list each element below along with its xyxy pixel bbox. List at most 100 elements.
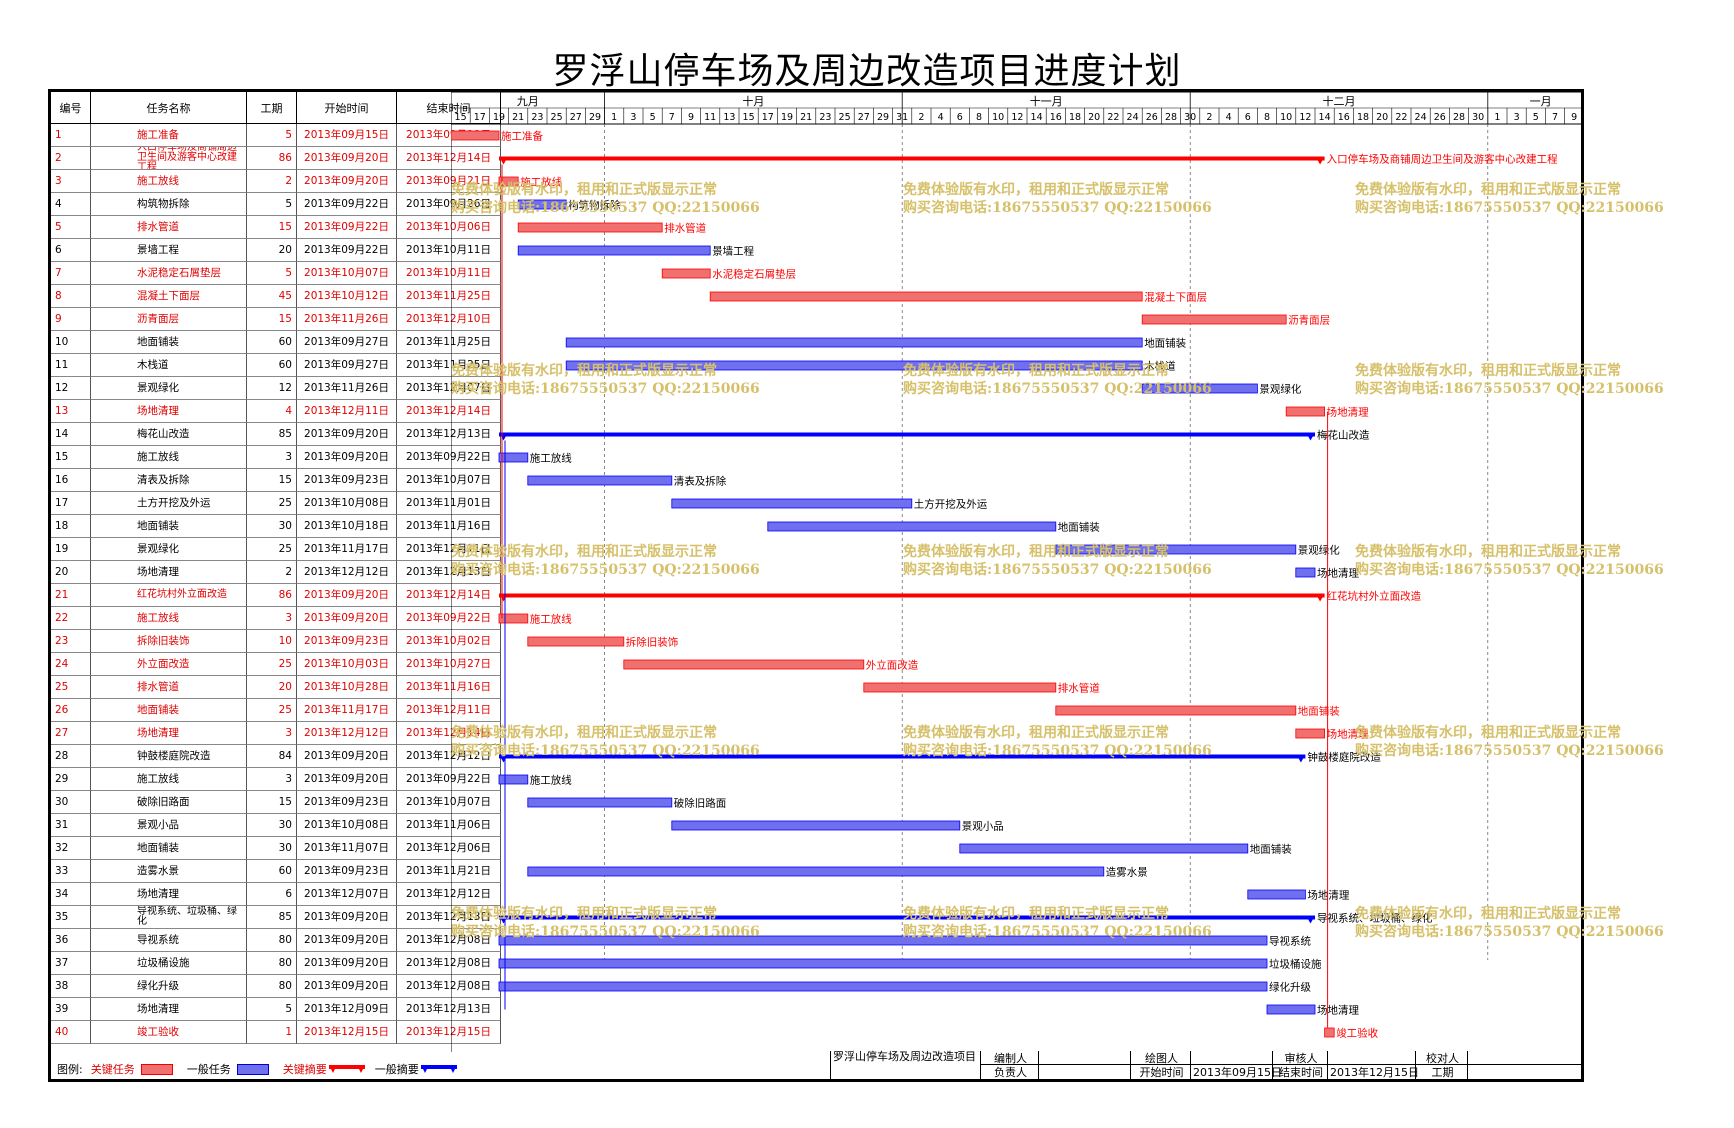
task-bar-label: 场地清理 [1327,406,1369,419]
table-row[interactable]: 30 破除旧路面 15 2013年09月23日 2013年10月07日 [51,791,501,814]
table-row[interactable]: 31 景观小品 30 2013年10月08日 2013年11月06日 [51,814,501,837]
task-bar-label: 破除旧路面 [674,797,727,810]
task-bar-label: 入口停车场及商铺周边卫生间及游客中心改建工程 [1327,153,1558,166]
task-id: 20 [51,561,91,584]
task-name: 绿化升级 [91,975,247,998]
month-label: 一月 [1530,95,1552,108]
day-label: 2 [918,112,924,123]
table-row[interactable]: 40 竣工验收 1 2013年12月15日 2013年12月15日 [51,1021,501,1044]
day-label: 16 [1338,112,1350,123]
footer-reviewer: 审核人 [1273,1051,1328,1065]
task-name: 清表及拆除 [91,469,247,492]
task-duration: 4 [247,400,297,423]
table-row[interactable]: 18 地面铺装 30 2013年10月18日 2013年11月16日 [51,515,501,538]
task-id: 39 [51,998,91,1021]
task-start: 2013年09月20日 [297,584,397,607]
day-label: 20 [1088,112,1100,123]
table-row[interactable]: 34 场地清理 6 2013年12月07日 2013年12月12日 [51,883,501,906]
task-start: 2013年09月22日 [297,193,397,216]
task-name: 景观小品 [91,814,247,837]
footer-end-label: 结束时间 [1273,1065,1328,1079]
table-row[interactable]: 11 木栈道 60 2013年09月27日 2013年11月25日 [51,354,501,377]
table-row[interactable]: 25 排水管道 20 2013年10月28日 2013年11月16日 [51,676,501,699]
task-bar-label: 拆除旧装饰 [626,636,679,649]
task-id: 22 [51,607,91,630]
task-start: 2013年10月08日 [297,492,397,515]
table-row[interactable]: 2 入口停车场及商铺周边卫生间及游客中心改建工程 86 2013年09月20日 2013… [51,147,501,170]
task-bar-label: 红花坑村外立面改造 [1327,590,1422,603]
table-row[interactable]: 13 场地清理 4 2013年12月11日 2013年12月14日 [51,400,501,423]
table-row[interactable]: 12 景观绿化 12 2013年11月26日 2013年12月07日 [51,377,501,400]
table-row[interactable]: 37 垃圾桶设施 80 2013年09月20日 2013年12月08日 [51,952,501,975]
day-label: 13 [723,112,735,123]
table-row[interactable]: 20 场地清理 2 2013年12月12日 2013年12月13日 [51,561,501,584]
task-start: 2013年10月28日 [297,676,397,699]
table-row[interactable]: 35 导视系统、垃圾桶、绿化 85 2013年09月20日 2013年12月13日 [51,906,501,929]
task-name: 土方开挖及外运 [91,492,247,515]
table-row[interactable]: 15 施工放线 3 2013年09月20日 2013年09月22日 [51,446,501,469]
table-row[interactable]: 32 地面铺装 30 2013年11月07日 2013年12月06日 [51,837,501,860]
table-row[interactable]: 9 沥青面层 15 2013年11月26日 2013年12月10日 [51,308,501,331]
task-bar-label: 场地清理 [1317,567,1359,580]
table-row[interactable]: 36 导视系统 80 2013年09月20日 2013年12月08日 [51,929,501,952]
table-row[interactable]: 24 外立面改造 25 2013年10月03日 2013年10月27日 [51,653,501,676]
table-row[interactable]: 21 红花坑村外立面改造 86 2013年09月20日 2013年12月14日 [51,584,501,607]
header-duration: 工期 [247,92,297,124]
task-start: 2013年09月23日 [297,791,397,814]
day-label: 10 [992,112,1004,123]
table-row[interactable]: 33 造雾水景 60 2013年09月23日 2013年11月21日 [51,860,501,883]
task-end: 2013年12月10日 [397,308,501,331]
task-start: 2013年10月03日 [297,653,397,676]
table-row[interactable]: 4 构筑物拆除 5 2013年09月22日 2013年09月26日 [51,193,501,216]
task-id: 14 [51,423,91,446]
task-bar [498,613,529,624]
table-row[interactable]: 7 水泥稳定石屑垫层 5 2013年10月07日 2013年10月11日 [51,262,501,285]
task-duration: 5 [247,193,297,216]
summary-start-cap [499,432,508,441]
table-row[interactable]: 29 施工放线 3 2013年09月20日 2013年09月22日 [51,768,501,791]
task-bar [498,958,1268,969]
task-end: 2013年11月01日 [397,492,501,515]
table-row[interactable]: 3 施工放线 2 2013年09月20日 2013年09月21日 [51,170,501,193]
table-row[interactable]: 10 地面铺装 60 2013年09月27日 2013年11月25日 [51,331,501,354]
task-bar [1295,567,1316,578]
table-row[interactable]: 23 拆除旧装饰 10 2013年09月23日 2013年10月02日 [51,630,501,653]
task-end: 2013年12月12日 [397,883,501,906]
task-duration: 12 [247,377,297,400]
table-row[interactable]: 22 施工放线 3 2013年09月20日 2013年09月22日 [51,607,501,630]
table-row[interactable]: 1 施工准备 5 2013年09月15日 2013年09月19日 [51,124,501,147]
task-name: 导视系统 [91,929,247,952]
task-start: 2013年10月08日 [297,814,397,837]
legend: 图例: 关键任务 一般任务 关键摘要 一般摘要 [51,1058,467,1080]
table-row[interactable]: 26 地面铺装 25 2013年11月17日 2013年12月11日 [51,699,501,722]
task-end: 2013年10月07日 [397,791,501,814]
task-bar [1141,314,1287,325]
task-start: 2013年10月18日 [297,515,397,538]
table-row[interactable]: 39 场地清理 5 2013年12月09日 2013年12月13日 [51,998,501,1021]
task-end: 2013年09月26日 [397,193,501,216]
table-row[interactable]: 38 绿化升级 80 2013年09月20日 2013年12月08日 [51,975,501,998]
task-name: 地面铺装 [91,331,247,354]
table-row[interactable]: 28 钟鼓楼庭院改造 84 2013年09月20日 2013年12月12日 [51,745,501,768]
table-row[interactable]: 14 梅花山改造 85 2013年09月20日 2013年12月13日 [51,423,501,446]
table-row[interactable]: 16 清表及拆除 15 2013年09月23日 2013年10月07日 [51,469,501,492]
table-row[interactable]: 19 景观绿化 25 2013年11月17日 2013年12月11日 [51,538,501,561]
schedule-frame [48,89,1584,1082]
task-id: 40 [51,1021,91,1044]
day-label: 3 [1514,112,1520,123]
table-row[interactable]: 5 排水管道 15 2013年09月22日 2013年10月06日 [51,216,501,239]
day-label: 11 [704,112,716,123]
header-start: 开始时间 [297,92,397,124]
table-row[interactable]: 27 场地清理 3 2013年12月12日 2013年12月14日 [51,722,501,745]
task-duration: 60 [247,354,297,377]
table-row[interactable]: 6 景墙工程 20 2013年09月22日 2013年10月11日 [51,239,501,262]
task-id: 34 [51,883,91,906]
day-label: 1 [611,112,617,123]
table-row[interactable]: 8 混凝土下面层 45 2013年10月12日 2013年11月25日 [51,285,501,308]
table-row[interactable]: 17 土方开挖及外运 25 2013年10月08日 2013年11月01日 [51,492,501,515]
task-bar [1055,705,1297,716]
task-end: 2013年11月25日 [397,354,501,377]
task-name: 施工放线 [91,446,247,469]
footer-owner: 负责人 [981,1065,1039,1079]
task-name: 场地清理 [91,400,247,423]
